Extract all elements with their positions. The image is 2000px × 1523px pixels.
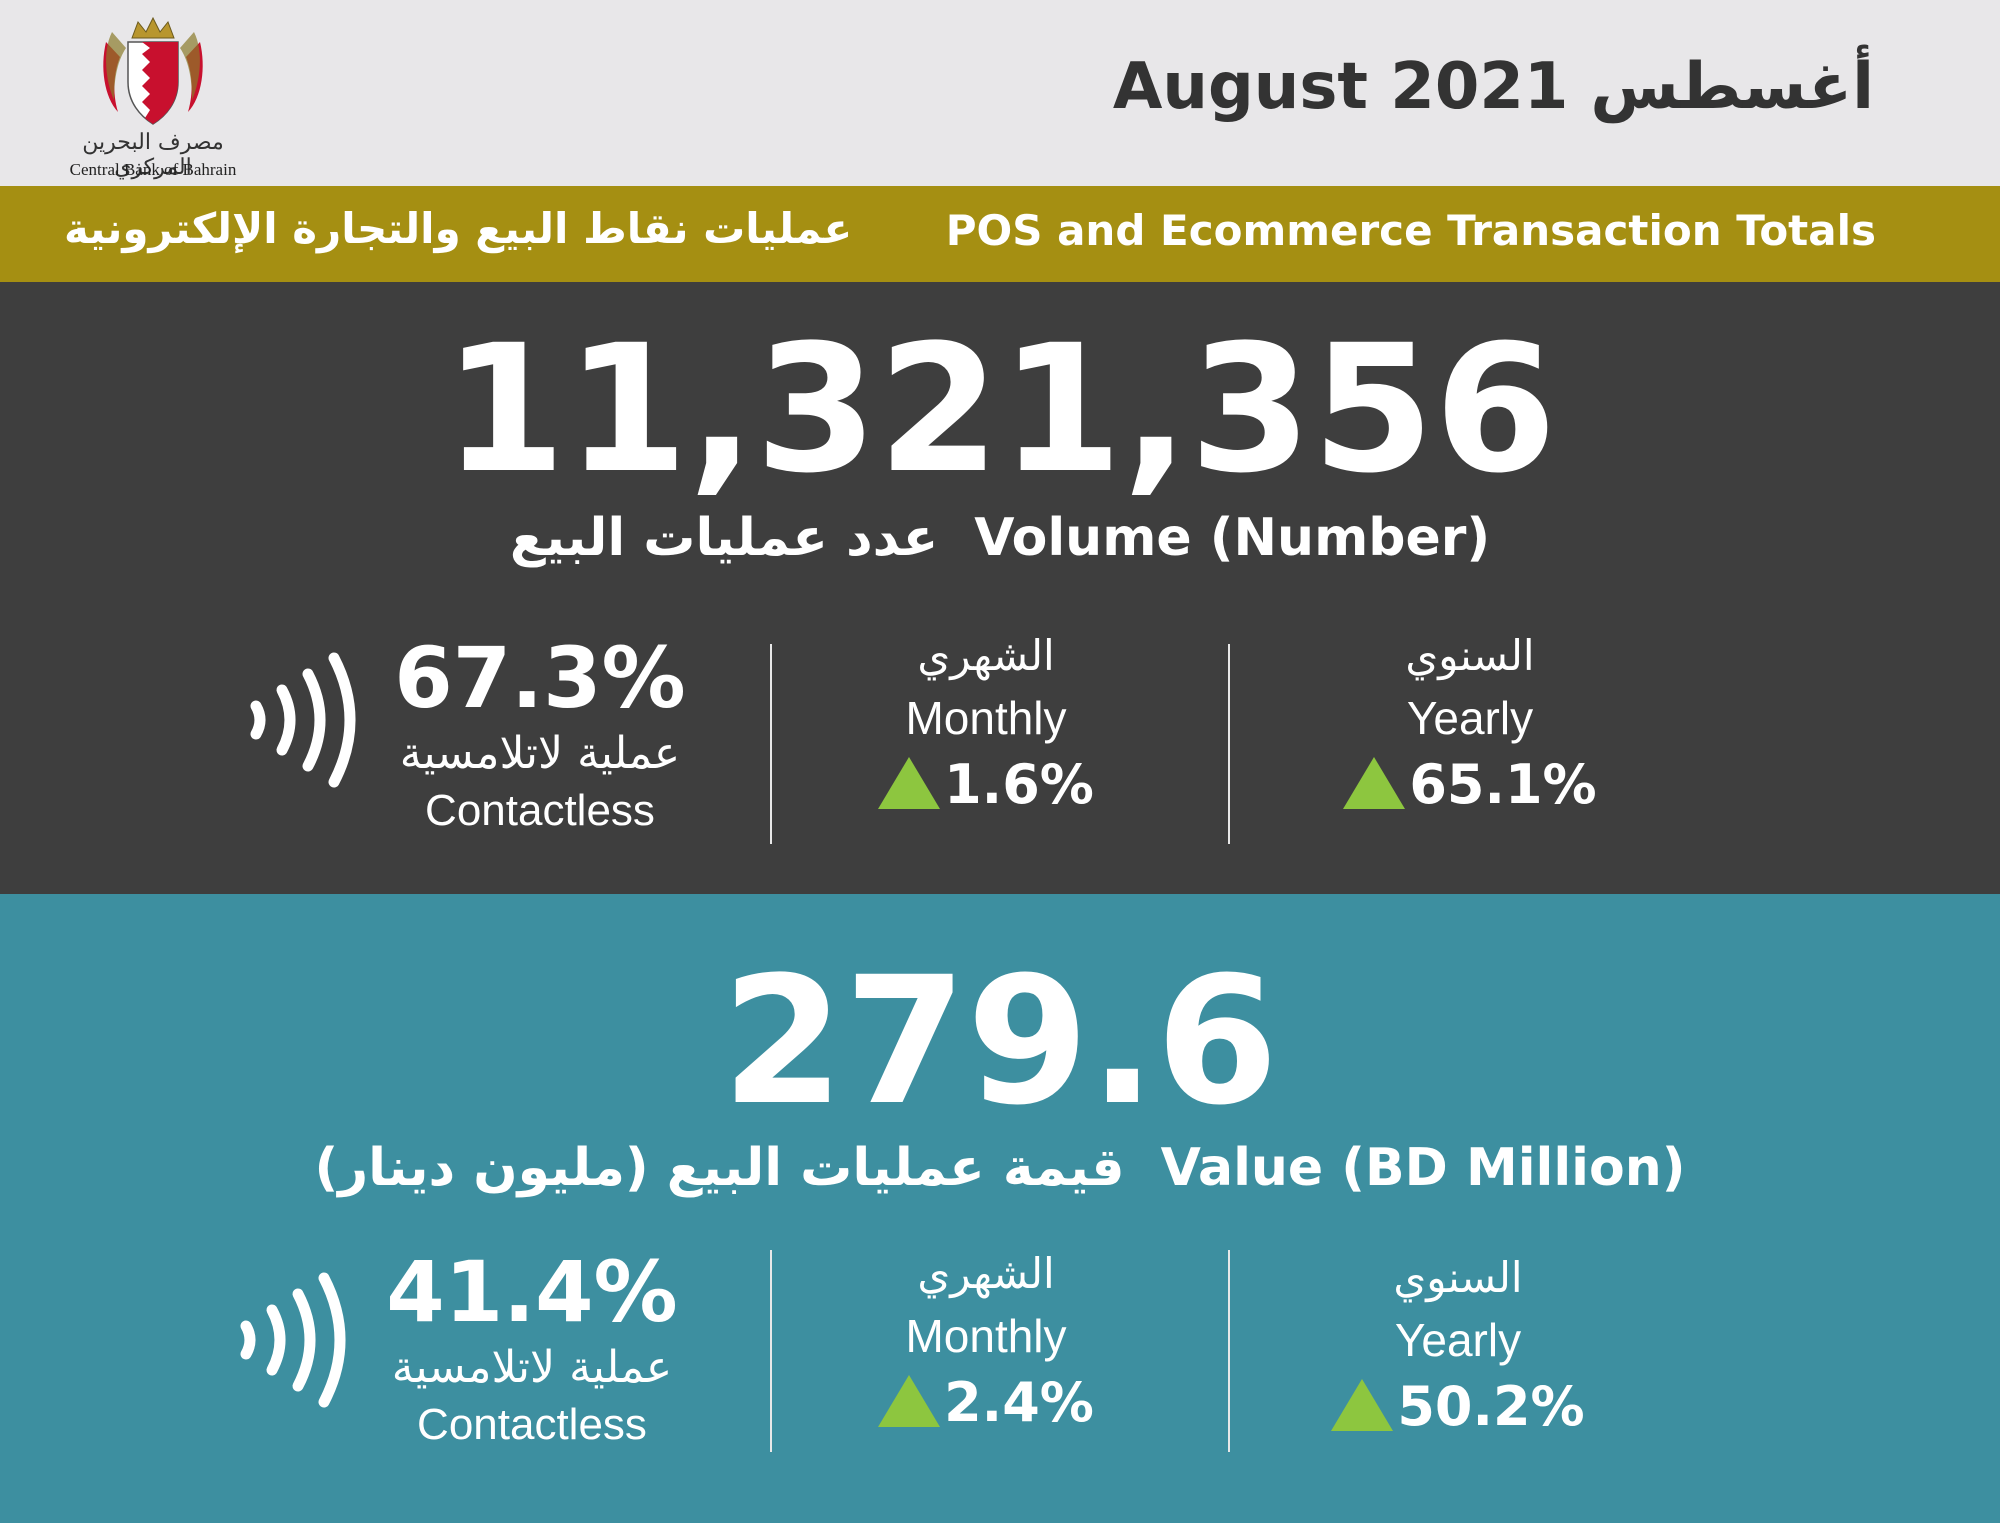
divider xyxy=(770,1250,772,1452)
volume-yearly-change-value: 65.1% xyxy=(1409,753,1597,816)
volume-contactless-label-arabic: عملية لاتلامسية xyxy=(399,728,681,779)
volume-section: 11,321,356 عدد عمليات البيع Volume (Numbe… xyxy=(0,282,2000,894)
value-yearly-label-arabic: السنوي xyxy=(1393,1253,1523,1302)
volume-number: 11,321,356 xyxy=(443,307,1557,512)
divider xyxy=(1228,1250,1230,1452)
value-monthly: الشهري Monthly 2.4% xyxy=(806,1244,1166,1438)
volume-label-arabic: عدد عمليات البيع xyxy=(509,508,939,568)
volume-yearly: السنوي Yearly 65.1% xyxy=(1290,626,1650,820)
volume-monthly-change-value: 1.6% xyxy=(944,753,1094,816)
value-monthly-label-english: Monthly xyxy=(905,1310,1067,1362)
contactless-icon xyxy=(250,652,356,788)
volume-monthly-label-english: Monthly xyxy=(905,692,1067,744)
volume-monthly-label-arabic: الشهري xyxy=(917,631,1055,680)
value-contactless-label-arabic: عملية لاتلامسية xyxy=(391,1342,673,1393)
value-contactless: 41.4% عملية لاتلامسية Contactless xyxy=(322,1244,742,1454)
value-yearly-label-english: Yearly xyxy=(1394,1314,1522,1366)
header: مصرف البحرين المركزي Central Bank of Bah… xyxy=(0,0,2000,186)
volume-contactless: 67.3% عملية لاتلامسية Contactless xyxy=(330,630,750,840)
value-monthly-label-arabic: الشهري xyxy=(917,1249,1055,1298)
volume-label: عدد عمليات البيع Volume (Number) xyxy=(0,508,2000,568)
value-label-arabic: قيمة عمليات البيع (مليون دينار) xyxy=(314,1138,1125,1198)
value-label: قيمة عمليات البيع (مليون دينار) Value (BD… xyxy=(0,1138,2000,1198)
volume-contactless-percent: 67.3% xyxy=(394,629,686,727)
banner-title-english: POS and Ecommerce Transaction Totals xyxy=(945,206,1876,255)
bahrain-crest-icon xyxy=(103,16,203,125)
volume-contactless-label-english: Contactless xyxy=(425,786,655,835)
value-monthly-change: 2.4% xyxy=(806,1368,1166,1438)
value-contactless-percent: 41.4% xyxy=(386,1243,678,1341)
volume-yearly-label-arabic: السنوي xyxy=(1405,631,1535,680)
value-monthly-change-value: 2.4% xyxy=(944,1371,1094,1434)
value-yearly-change-value: 50.2% xyxy=(1397,1375,1585,1438)
logo-english-name: Central Bank of Bahrain xyxy=(69,160,237,179)
value-number: 279.6 xyxy=(721,939,1279,1144)
value-section: 279.6 قيمة عمليات البيع (مليون دينار) Val… xyxy=(0,894,2000,1523)
up-arrow-icon xyxy=(878,757,941,809)
page-title-english: August 2021 xyxy=(1112,50,1569,124)
logo-arabic-name: مصرف البحرين المركزي xyxy=(82,130,224,180)
value-label-english: Value (BD Million) xyxy=(1160,1138,1686,1198)
up-arrow-icon xyxy=(1343,757,1406,809)
page-title-arabic: أغسطس xyxy=(1590,50,1874,124)
volume-label-english: Volume (Number) xyxy=(974,508,1491,568)
section-banner: عمليات نقاط البيع والتجارة الإلكترونية P… xyxy=(0,186,2000,282)
volume-monthly-change: 1.6% xyxy=(806,750,1166,820)
value-yearly: السنوي Yearly 50.2% xyxy=(1278,1248,1638,1442)
volume-yearly-label-english: Yearly xyxy=(1406,692,1534,744)
value-yearly-change: 50.2% xyxy=(1278,1372,1638,1442)
up-arrow-icon xyxy=(878,1375,941,1427)
volume-yearly-change: 65.1% xyxy=(1290,750,1650,820)
divider xyxy=(1228,644,1230,844)
cbb-logo: مصرف البحرين المركزي Central Bank of Bah… xyxy=(58,12,248,180)
volume-monthly: الشهري Monthly 1.6% xyxy=(806,626,1166,820)
page-title: August 2021 أغسطس xyxy=(1091,50,1874,124)
contactless-icon xyxy=(240,1272,346,1408)
value-contactless-label-english: Contactless xyxy=(417,1400,647,1449)
banner-title-arabic: عمليات نقاط البيع والتجارة الإلكترونية xyxy=(64,204,853,253)
up-arrow-icon xyxy=(1331,1379,1394,1431)
divider xyxy=(770,644,772,844)
